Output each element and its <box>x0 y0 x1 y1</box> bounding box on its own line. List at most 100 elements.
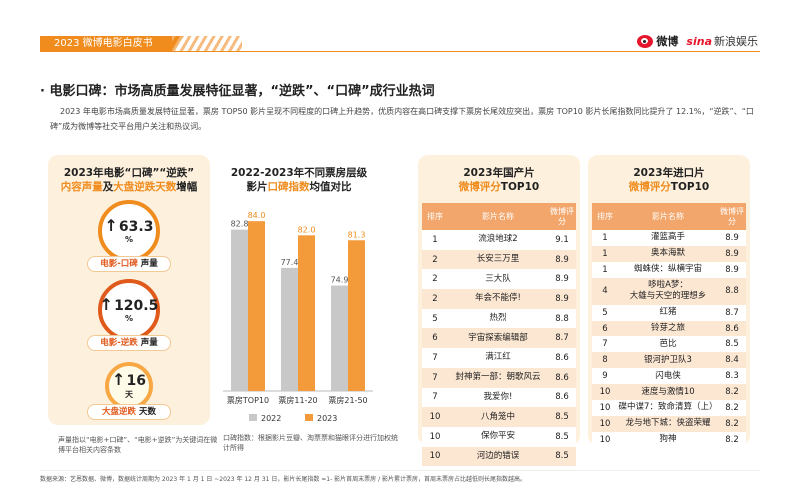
rank-cell: 7 <box>432 372 438 383</box>
chart-title-line2a: 影片 <box>246 181 268 193</box>
title-cell: 八角笼中 <box>480 411 515 422</box>
rank-cell: 5 <box>432 313 438 324</box>
score-cell: 8.9 <box>725 264 739 275</box>
badge-label-red: 电影-逆跌 <box>100 338 138 348</box>
table-row: 10 碟中谍7：致命清算（上） 8.2 <box>592 400 746 416</box>
badge-label: 大盘逆跌 天数 <box>87 404 171 420</box>
rank-cell: 10 <box>599 402 611 413</box>
bar-2023-1 <box>298 235 315 391</box>
word-of-mouth-badge: ↑63.3 % 电影-口碑 声量 <box>87 200 171 272</box>
bar-value-label: 81.3 <box>348 230 366 239</box>
imported-table-body: 1 灌篮高手 8.9 1 奥本海默 8.9 1 蜘蛛侠：纵横宇宙 8.9 4 哆啦A梦： 大雄与天空… <box>592 230 746 448</box>
header-title: 影片名称 <box>482 212 514 221</box>
rank-cell: 7 <box>432 392 438 403</box>
score-cell: 8.4 <box>725 355 739 366</box>
table-row: 7 我爱你! 8.6 <box>422 387 576 408</box>
score-cell: 8.2 <box>725 387 739 398</box>
rank-cell: 2 <box>432 254 438 265</box>
rank-cell: 7 <box>432 352 438 363</box>
score-cell: 8.5 <box>725 339 739 350</box>
imported-title-line1: 2023年进口片 <box>633 167 705 179</box>
badge-label-red: 电影-口碑 <box>100 259 138 269</box>
table-row: 2 三大队 8.9 <box>422 269 576 290</box>
score-cell: 8.5 <box>555 431 569 442</box>
decorative-stripes <box>172 36 242 52</box>
legend-swatch-2022 <box>249 414 257 421</box>
table-row: 7 满江红 8.6 <box>422 348 576 368</box>
score-cell: 8.3 <box>725 371 739 382</box>
score-cell: 8.7 <box>555 333 569 344</box>
table-row: 6 铃芽之旅 8.6 <box>592 320 746 337</box>
imported-title-end: TOP10 <box>670 181 710 193</box>
report-tab: 2023 微博电影白皮书 <box>40 36 184 52</box>
title-cell: 碟中谍7：致命清算（上） <box>618 402 718 413</box>
title-cell: 红猪 <box>659 307 677 318</box>
counter-trend-badge: ↑120.5 % 电影-逆跌 声量 <box>87 279 171 351</box>
rank-cell: 7 <box>602 339 608 350</box>
badge-value: 63.3 <box>118 219 154 235</box>
title-cell: 宇宙探索编辑部 <box>468 332 528 343</box>
title-cell: 奥本海默 <box>650 248 685 259</box>
weibo-logo: 微博 <box>637 33 678 49</box>
reputation-chart-panel: 2022-2023年不同票房层级 影片口碑指数均值对比 82.8 84.0 票房TO… <box>215 155 398 452</box>
bar-2023-0 <box>248 221 265 391</box>
section-heading: · 电影口碑：市场高质量发展特征显著，“逆跌”、“口碑”成行业热词 <box>40 84 435 99</box>
badge-label: 电影-逆跌 声量 <box>87 335 171 351</box>
badge-value: 16 <box>126 373 146 389</box>
domestic-table-body: 1 流浪地球2 9.1 2 长安三万里 8.9 2 三大队 8.9 2 年会不能停! 8.9 5 热烈 8.… <box>422 230 576 467</box>
table-row: 10 河边的错误 8.5 <box>422 446 576 467</box>
category-tick-label: 票房21-50 <box>328 395 367 405</box>
title-cell: 流浪地球2 <box>478 234 518 245</box>
table-row: 4 哆啦A梦： 大雄与天空的理想乡 8.8 <box>592 277 746 305</box>
header-rank: 排序 <box>597 212 613 221</box>
table-row: 5 热烈 8.8 <box>422 308 576 329</box>
weibo-eye-icon <box>637 34 654 48</box>
rank-cell: 10 <box>429 451 441 462</box>
bar-2022-2 <box>331 285 348 391</box>
legend-label: 2023 <box>317 414 337 423</box>
score-cell: 8.9 <box>725 232 739 243</box>
legend-label: 2022 <box>261 414 281 423</box>
table-header: 排序 影片名称 微博评分 <box>422 203 576 230</box>
bar-value-label: 82.0 <box>298 225 316 234</box>
table-row: 2 年会不能停! 8.9 <box>422 289 576 309</box>
rank-cell: 10 <box>599 387 611 398</box>
domestic-title-org: 微博评分 <box>458 181 501 193</box>
growth-title-line1: 2023年电影“口碑”“逆跌” <box>63 167 195 179</box>
sina-logo-text: sina <box>686 35 712 48</box>
bar-value-label: 74.9 <box>331 276 349 285</box>
rank-cell: 1 <box>602 248 608 259</box>
badge-unit: % <box>124 314 133 323</box>
up-arrow-icon: ↑ <box>104 216 118 235</box>
imported-title-org: 微博评分 <box>628 181 671 193</box>
domestic-title-line1: 2023年国产片 <box>463 167 535 179</box>
title-cell: 保你平安 <box>480 431 515 442</box>
chart-title-line2b: 均值对比 <box>309 181 352 193</box>
weibo-logo-text: 微博 <box>656 35 679 48</box>
growth-panel-title: 2023年电影“口碑”“逆跌” 内容声量及大盘逆跌天数增幅 <box>48 166 210 194</box>
score-cell: 8.6 <box>555 392 569 403</box>
rank-cell: 6 <box>432 333 438 344</box>
score-cell: 8.6 <box>555 372 569 383</box>
table-header: 排序 影片名称 微博评分 <box>592 203 746 230</box>
title-cell: 我爱你! <box>483 391 513 402</box>
title-cell: 蜘蛛侠：纵横宇宙 <box>633 264 702 275</box>
reputation-bar-chart: 82.884.0 票房TOP10 77.4 82.0 票房11-20 74.9 81.3 票房… <box>223 211 373 423</box>
title-cell: 速度与激情10 <box>641 386 695 397</box>
table-row: 6 宇宙探索编辑部 8.7 <box>422 328 576 349</box>
rank-cell: 10 <box>429 412 441 423</box>
table-row: 2 长安三万里 8.9 <box>422 249 576 270</box>
badge-unit: 天 <box>125 390 133 399</box>
badge-label-black: 天数 <box>136 407 156 417</box>
category-tick-label: 票房11-20 <box>278 395 317 405</box>
rank-cell: 4 <box>602 286 608 297</box>
table-row: 10 速度与激情10 8.2 <box>592 384 746 401</box>
imported-table-title: 2023年进口片 微博评分TOP10 <box>588 166 750 194</box>
rank-cell: 1 <box>602 232 608 243</box>
rank-cell: 10 <box>599 418 611 429</box>
legend-swatch-2023 <box>305 414 313 421</box>
growth-title-org1: 内容声量 <box>60 181 103 193</box>
table-row: 9 闪电侠 8.3 <box>592 368 746 385</box>
score-cell: 8.6 <box>555 352 569 363</box>
domestic-top10-panel: 2023年国产片 微博评分TOP10 排序 影片名称 微博评分 1 流浪地球2 9.… <box>418 155 580 467</box>
